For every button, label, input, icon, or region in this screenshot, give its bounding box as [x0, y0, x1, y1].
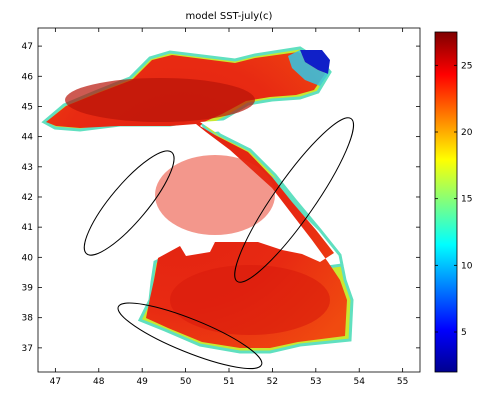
- colorbar-tick-label: 25: [461, 61, 472, 71]
- y-tick-label: 44: [22, 133, 34, 143]
- y-tick-label: 41: [22, 223, 33, 233]
- absheron-gap: [180, 242, 215, 256]
- ellipse-layer: [83, 117, 354, 370]
- y-tick-label: 46: [22, 72, 34, 82]
- x-tick-label: 53: [310, 377, 321, 387]
- y-axis: 37 38 39 40 41 42 43 44 45 46 47: [22, 42, 420, 354]
- y-tick-label: 42: [22, 193, 33, 203]
- colorbar-tick-label: 15: [461, 195, 472, 205]
- x-tick-label: 55: [397, 377, 408, 387]
- y-tick-label: 39: [22, 284, 34, 294]
- colorbar-axis: 5 10 15 20 25: [435, 61, 473, 338]
- x-tick-label: 49: [136, 377, 148, 387]
- northeast-cold-corner: [300, 50, 330, 74]
- colorbar-tick-label: 10: [461, 261, 473, 271]
- middle-caspian: [155, 155, 275, 235]
- north-caspian-core: [65, 78, 255, 122]
- kara-bogaz-gap: [200, 120, 240, 132]
- y-tick-label: 45: [22, 102, 33, 112]
- colorbar-tick-label: 20: [461, 128, 473, 138]
- sst-map: [41, 46, 354, 354]
- south-ellipse: [117, 302, 263, 370]
- west-ellipse: [83, 150, 175, 256]
- y-tick-label: 37: [22, 344, 33, 354]
- x-axis: 47 48 49 50 51 52 53 54 55: [50, 28, 408, 387]
- x-tick-label: 52: [267, 377, 278, 387]
- colorbar-tick-label: 5: [461, 328, 467, 338]
- colorbar: [434, 31, 458, 373]
- northeast-cyan-edge: [288, 50, 328, 86]
- x-tick-label: 54: [354, 377, 366, 387]
- y-tick-label: 47: [22, 42, 33, 52]
- x-tick-label: 47: [50, 377, 61, 387]
- x-tick-label: 48: [93, 377, 105, 387]
- x-tick-label: 51: [223, 377, 234, 387]
- south-caspian: [170, 265, 330, 335]
- east-ellipse: [234, 117, 354, 283]
- x-tick-label: 50: [180, 377, 192, 387]
- chart-title: model SST-july(c): [186, 11, 273, 22]
- y-tick-label: 43: [22, 163, 33, 173]
- y-tick-label: 38: [22, 314, 34, 324]
- y-tick-label: 40: [22, 253, 34, 263]
